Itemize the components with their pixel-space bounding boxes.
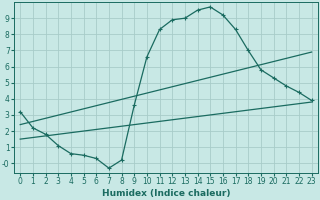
X-axis label: Humidex (Indice chaleur): Humidex (Indice chaleur) xyxy=(102,189,230,198)
